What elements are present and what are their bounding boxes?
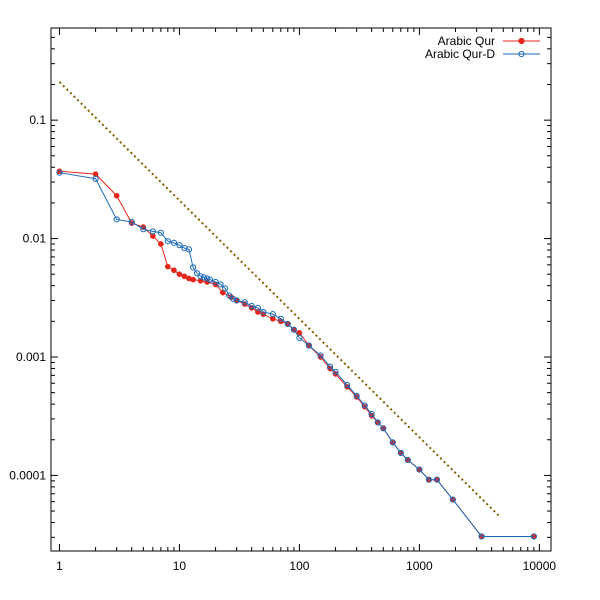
data-point	[221, 285, 229, 292]
data-point	[344, 383, 351, 390]
axis-tick-labels: 1 10 100 1000 10000 0.0001 0.001 0.01 0.1	[9, 113, 556, 573]
legend-item: Arabic Qur	[438, 34, 540, 48]
legend-marker	[518, 37, 525, 45]
x-tick-label: 10000	[523, 559, 557, 573]
data-point	[233, 297, 240, 304]
x-tick-label: 1	[56, 559, 63, 573]
data-point	[193, 270, 201, 277]
legend-item: Arabic Qur-D	[425, 47, 540, 61]
series-layer	[56, 81, 537, 540]
data-point	[344, 381, 351, 389]
data-point	[128, 218, 135, 226]
data-point	[397, 449, 404, 456]
data-point	[277, 315, 284, 322]
data-point	[389, 439, 396, 446]
data-point	[478, 533, 485, 540]
data-point	[157, 229, 164, 236]
data-point	[284, 320, 291, 328]
series-2	[56, 169, 537, 540]
data-point	[449, 496, 456, 503]
y-tick-label: 0.001	[16, 350, 46, 364]
plot-frame	[50, 27, 552, 552]
data-point	[317, 352, 324, 359]
data-point	[203, 275, 211, 282]
data-point	[185, 246, 193, 253]
data-point	[190, 276, 196, 283]
series-1	[56, 168, 537, 540]
data-point	[181, 273, 188, 280]
data-point	[296, 334, 303, 341]
data-point	[176, 242, 183, 249]
legend-label: Arabic Qur	[438, 34, 495, 48]
data-point	[425, 476, 432, 483]
data-point	[374, 419, 381, 426]
data-point	[269, 315, 276, 322]
data-point	[433, 476, 441, 483]
data-point	[158, 241, 164, 247]
data-point	[229, 295, 237, 302]
series-line	[59, 172, 534, 537]
data-point	[171, 267, 177, 274]
data-point	[149, 228, 156, 235]
data-point	[140, 226, 147, 233]
data-point	[305, 342, 313, 349]
y-tick-label: 0.0001	[9, 468, 46, 482]
data-point	[92, 171, 99, 177]
data-point	[416, 466, 423, 473]
data-point	[361, 402, 368, 409]
series-line	[59, 170, 534, 537]
series-3	[58, 81, 500, 517]
x-tick-label: 100	[289, 559, 309, 573]
data-point	[530, 533, 537, 540]
data-point	[164, 238, 171, 245]
data-point	[197, 273, 204, 280]
legend-label: Arabic Qur-D	[425, 47, 495, 61]
data-point	[254, 304, 261, 311]
y-tick-label: 0.1	[29, 113, 46, 127]
data-point	[212, 278, 219, 286]
data-point	[248, 302, 255, 310]
data-point	[190, 264, 197, 271]
data-point	[226, 292, 233, 299]
series-line	[58, 81, 500, 517]
data-point	[368, 410, 375, 418]
data-point	[326, 363, 334, 370]
data-point	[206, 276, 214, 283]
data-point	[217, 281, 224, 288]
axis-ticks	[51, 28, 551, 551]
data-point	[113, 192, 120, 199]
x-tick-label: 1000	[406, 559, 433, 573]
data-point	[269, 311, 276, 318]
data-point	[332, 368, 339, 375]
data-point	[149, 233, 156, 239]
legend-marker	[518, 50, 525, 58]
data-point	[241, 299, 248, 306]
data-point	[56, 169, 63, 176]
x-tick-label: 10	[173, 559, 187, 573]
data-point	[290, 326, 298, 333]
data-point	[164, 263, 171, 270]
data-point	[404, 456, 411, 464]
data-point	[380, 425, 387, 432]
y-tick-label: 0.01	[23, 232, 47, 246]
data-point	[92, 175, 99, 182]
data-point	[170, 239, 178, 246]
data-point	[113, 216, 120, 223]
data-point	[200, 274, 208, 281]
data-point	[260, 308, 267, 316]
data-point	[353, 392, 360, 399]
data-point	[176, 271, 183, 278]
